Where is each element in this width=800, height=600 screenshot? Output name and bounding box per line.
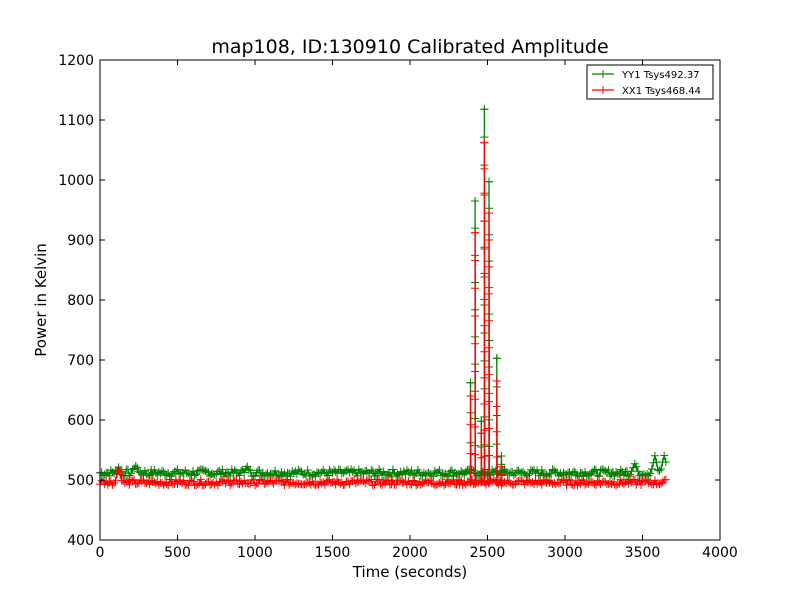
spike-peak-marker <box>471 197 480 205</box>
x-tick-label: 4000 <box>702 545 738 561</box>
legend-label-xx1: XX1 Tsys468.44 <box>622 86 701 97</box>
y-tick-label: 1000 <box>58 173 94 189</box>
legend: YY1 Tsys492.37 XX1 Tsys468.44 <box>586 64 714 100</box>
spike-marker <box>471 284 480 293</box>
spike-marker <box>480 347 489 356</box>
y-tick-label: 700 <box>67 353 94 369</box>
spike-peak-marker <box>471 228 480 237</box>
chart-title: map108, ID:130910 Calibrated Amplitude <box>211 36 608 58</box>
spike-marker <box>471 367 480 376</box>
spike-marker <box>471 312 480 320</box>
series-markers <box>96 138 670 490</box>
legend-label-yy1: YY1 Tsys492.37 <box>621 70 700 81</box>
x-tick-label: 1500 <box>315 545 351 561</box>
spike-marker <box>492 453 501 462</box>
spike-marker <box>480 164 489 173</box>
spike-marker <box>485 235 494 244</box>
spike-marker <box>485 397 494 406</box>
spike-peak-marker <box>485 177 494 186</box>
y-tick-label: 1200 <box>58 53 94 69</box>
y-tick-label: 900 <box>67 233 94 249</box>
spike-marker <box>480 452 489 461</box>
legend-entry-xx1: XX1 Tsys468.44 <box>592 86 701 97</box>
x-tick-label: 3500 <box>625 545 661 561</box>
y-axis-label: Power in Kelvin <box>32 243 50 357</box>
spike-marker <box>497 470 506 479</box>
spike-marker <box>480 217 489 226</box>
series-yy1 <box>96 105 670 481</box>
x-tick-label: 0 <box>96 545 105 561</box>
spike-marker <box>466 420 475 429</box>
series-markers <box>96 105 670 481</box>
spike-peak-marker <box>497 462 506 471</box>
y-tick-label: 1100 <box>58 113 94 129</box>
spike-marker <box>485 424 494 433</box>
spike-peak-marker <box>480 138 489 147</box>
x-tick-label: 2000 <box>392 545 428 561</box>
y-tick-label: 600 <box>67 413 94 429</box>
spike-peak-marker <box>480 105 489 114</box>
spike-marker <box>480 400 489 409</box>
spike-peak-marker <box>492 354 501 363</box>
spike-marker <box>480 373 489 382</box>
spike-peak-marker <box>466 392 475 400</box>
spike-marker <box>480 295 489 304</box>
x-tick-label: 500 <box>164 545 191 561</box>
spike-marker <box>480 269 489 278</box>
spike-marker <box>480 321 489 330</box>
spike-marker <box>485 289 494 298</box>
series-xx1 <box>96 138 670 490</box>
spike-marker <box>471 395 480 404</box>
y-tick-label: 500 <box>67 473 94 489</box>
spike-marker <box>471 256 480 265</box>
spike-marker <box>471 422 480 431</box>
spike-peak-marker <box>492 377 501 385</box>
spike-marker <box>480 191 489 200</box>
spike-marker <box>466 449 475 458</box>
x-tick-label: 2500 <box>470 545 506 561</box>
spike-marker <box>480 243 489 252</box>
spike-marker <box>485 343 494 352</box>
spike-peak-marker <box>497 452 506 460</box>
series-line <box>99 142 666 488</box>
legend-entry-yy1: YY1 Tsys492.37 <box>592 70 700 81</box>
spike-marker <box>492 427 501 436</box>
spike-peak-marker <box>485 209 494 217</box>
y-tick-label: 400 <box>67 533 94 549</box>
spike-marker <box>480 426 489 435</box>
x-tick-label: 1000 <box>237 545 273 561</box>
spike-marker <box>485 451 494 460</box>
x-axis-label: Time (seconds) <box>352 563 468 581</box>
spike-marker <box>492 402 501 411</box>
legend-box <box>586 64 714 100</box>
spike-marker <box>485 370 494 379</box>
spike-marker <box>485 316 494 325</box>
y-tick-label: 800 <box>67 293 94 309</box>
spike-marker <box>471 339 480 348</box>
spike-peak-marker <box>466 378 475 387</box>
x-tick-label: 3000 <box>547 545 583 561</box>
spike-marker <box>471 450 480 459</box>
series-line <box>99 109 667 479</box>
spike-marker <box>485 262 494 271</box>
